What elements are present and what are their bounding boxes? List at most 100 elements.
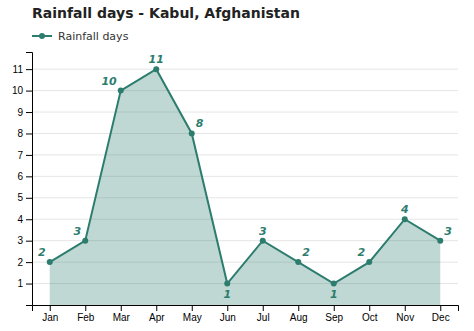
y-tick-mark xyxy=(26,112,32,113)
grid-line xyxy=(32,112,458,113)
x-tick-label: Dec xyxy=(432,312,450,323)
x-tick-label: Feb xyxy=(77,312,95,323)
x-tick-mark xyxy=(50,305,51,311)
x-tick: May xyxy=(183,305,202,323)
x-tick-label: Jun xyxy=(220,312,236,323)
x-tick: Jan xyxy=(42,305,58,323)
marker xyxy=(437,238,443,244)
legend-label: Rainfall days xyxy=(58,30,129,43)
x-tick-label: May xyxy=(183,312,202,323)
x-axis-line xyxy=(33,306,459,312)
x-tick: Oct xyxy=(362,305,378,323)
x-tick-mark xyxy=(369,305,370,311)
marker xyxy=(402,216,408,222)
y-tick: 2 xyxy=(17,257,32,268)
y-tick-label: 9 xyxy=(17,107,23,118)
x-tick: Jun xyxy=(220,305,236,323)
marker xyxy=(82,238,88,244)
data-label: 10 xyxy=(101,75,117,88)
data-label: 1 xyxy=(223,288,231,301)
y-tick: 3 xyxy=(17,235,32,246)
y-tick: 7 xyxy=(17,150,32,161)
y-tick-mark xyxy=(26,262,32,263)
marker xyxy=(224,281,230,287)
y-tick-label: 6 xyxy=(17,171,23,182)
plot: Jan Feb Mar Apr May Jun Jul Aug Sep Oct Nov Dec 1 2 3 4… xyxy=(12,53,459,324)
y-tick: 9 xyxy=(17,107,32,118)
x-tick-label: Jan xyxy=(42,312,58,323)
marker xyxy=(260,238,266,244)
y-tick-label: 5 xyxy=(17,192,23,203)
y-tick: 8 xyxy=(17,128,32,139)
marker xyxy=(118,88,124,94)
x-tick-label: Aug xyxy=(290,312,308,323)
y-tick-mark xyxy=(26,133,32,134)
line xyxy=(50,69,441,283)
x-tick-label: Sep xyxy=(325,312,343,323)
data-label: 8 xyxy=(196,117,204,130)
data-labels: 23101181321243 xyxy=(38,53,452,300)
data-label: 1 xyxy=(330,288,338,301)
data-label: 3 xyxy=(259,225,267,238)
y-tick-mark xyxy=(26,219,32,220)
x-tick-mark xyxy=(334,305,335,311)
y-tick-mark xyxy=(26,198,32,199)
grid-line xyxy=(32,154,458,155)
y-tick-label: 8 xyxy=(17,128,23,139)
y-tick-label: 7 xyxy=(17,150,23,161)
x-tick-mark xyxy=(405,305,406,311)
y-tick: 1 xyxy=(17,278,32,289)
x-tick-mark xyxy=(121,305,122,311)
y-tick-label: 11 xyxy=(13,64,24,75)
x-tick: Jul xyxy=(257,305,270,323)
x-tick-mark xyxy=(227,305,228,311)
grid-line xyxy=(32,176,458,177)
y-tick-mark xyxy=(26,69,32,70)
x-tick: Mar xyxy=(113,305,131,323)
x-tick-label: Nov xyxy=(396,312,414,323)
marker xyxy=(366,259,372,265)
y-tick: 6 xyxy=(17,171,32,182)
marks xyxy=(47,66,444,305)
data-label: 2 xyxy=(38,246,46,259)
y-tick-mark xyxy=(26,284,32,285)
marker xyxy=(153,66,159,72)
x-tick-label: Oct xyxy=(362,312,378,323)
x-axis: Jan Feb Mar Apr May Jun Jul Aug Sep Oct Nov Dec xyxy=(33,305,459,323)
x-tick: Aug xyxy=(290,305,308,323)
marker xyxy=(331,281,337,287)
y-tick-label: 3 xyxy=(17,235,23,246)
y-tick-label: 1 xyxy=(17,278,23,289)
y-tick-mark xyxy=(26,176,32,177)
marker xyxy=(189,130,195,136)
chart: Rainfall days - Kabul, AfghanistanJanFeb… xyxy=(0,0,474,331)
data-label: 3 xyxy=(444,225,452,238)
x-tick-mark xyxy=(85,305,86,311)
grid-line xyxy=(32,90,458,91)
legend: Rainfall days xyxy=(32,30,129,43)
x-tick-mark xyxy=(263,305,264,311)
x-tick-label: Apr xyxy=(149,312,165,323)
x-tick: Nov xyxy=(396,305,414,323)
y-tick-mark xyxy=(26,155,32,156)
data-label: 11 xyxy=(149,53,164,66)
x-tick-mark xyxy=(156,305,157,311)
x-tick-mark xyxy=(440,305,441,311)
y-tick-mark xyxy=(26,91,32,92)
area xyxy=(50,69,441,305)
y-tick-label: 2 xyxy=(17,257,23,268)
y-tick: 5 xyxy=(17,192,32,203)
grid-line xyxy=(32,69,458,70)
y-tick: 10 xyxy=(12,85,32,96)
x-tick-mark xyxy=(298,305,299,311)
x-tick-label: Mar xyxy=(113,312,131,323)
x-tick-mark xyxy=(192,305,193,311)
y-tick-label: 4 xyxy=(17,214,23,225)
y-tick: 4 xyxy=(17,214,32,225)
data-label: 2 xyxy=(358,246,366,259)
legend-item: Rainfall days xyxy=(32,30,129,43)
marker xyxy=(47,259,53,265)
x-tick: Feb xyxy=(77,305,95,323)
y-tick: 11 xyxy=(13,64,32,75)
y-tick-label: 10 xyxy=(12,85,24,96)
